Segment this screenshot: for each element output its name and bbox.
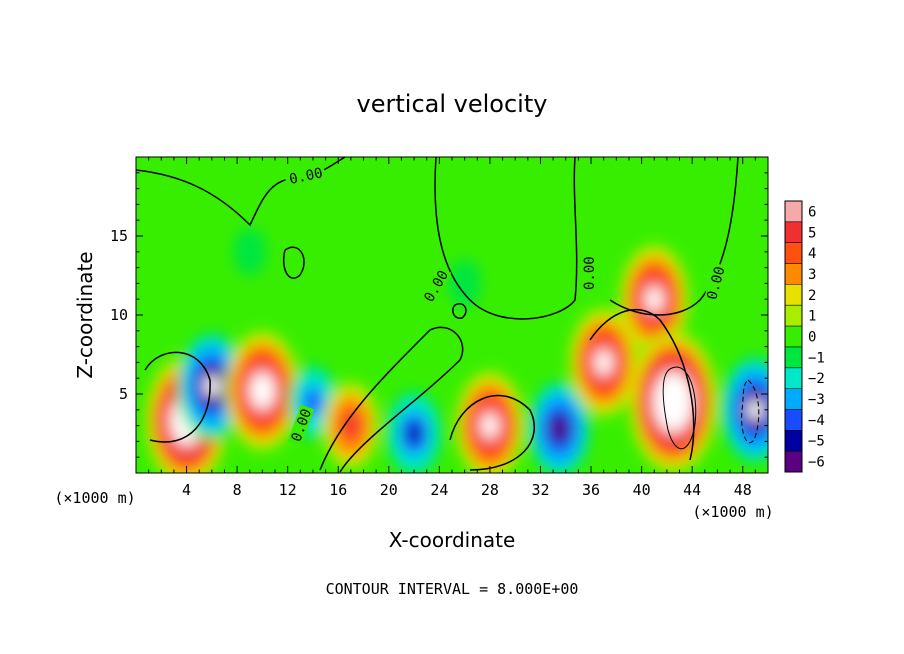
- contour-label-text: 0.00: [288, 165, 324, 188]
- x-tick-label: 36: [582, 481, 600, 499]
- field-blob: [551, 418, 568, 440]
- x-tick-label: 44: [683, 481, 701, 499]
- colorbar-label: 3: [808, 267, 816, 283]
- colorbar-swatch: [785, 326, 802, 348]
- zero-contour-line: [589, 309, 695, 461]
- zero-contour-line: [609, 157, 739, 316]
- colorbar-swatch: [785, 388, 802, 410]
- contour-label: 0.00: [582, 254, 598, 294]
- x-tick-label: 20: [380, 481, 398, 499]
- field-blob: [646, 288, 663, 310]
- colorbar-swatch: [785, 284, 802, 306]
- field-blob: [241, 241, 259, 263]
- colorbar-label: 4: [808, 246, 816, 262]
- colorbar-swatch: [785, 242, 802, 265]
- zero-contour-line: [319, 326, 464, 473]
- colorbar-label: 5: [808, 225, 816, 241]
- field-blob: [304, 391, 322, 413]
- y-tick-label: 15: [110, 227, 128, 245]
- colorbar-label: −3: [808, 392, 825, 408]
- contour-label-text: 0.00: [582, 256, 598, 290]
- field-blob: [456, 272, 473, 295]
- colorbar-swatch: [785, 430, 802, 452]
- positive-contours: [662, 366, 697, 450]
- x-unit-right: (×1000 m): [692, 503, 773, 521]
- colorbar-label: −2: [808, 371, 825, 387]
- colorbar-swatch: [785, 305, 802, 327]
- field-blob: [595, 352, 612, 373]
- chart-title: vertical velocity: [357, 90, 548, 118]
- colorbar-label: 0: [808, 330, 816, 346]
- x-tick-label: 12: [279, 481, 297, 499]
- plot-area: 0.00 0.00 0.00 0.00 0.00 4 8 12 16 20 24 28 32 3…: [110, 156, 769, 499]
- contour-label: 0.00: [284, 164, 327, 188]
- zero-contour-line: [283, 246, 305, 279]
- colorbar-label: −1: [808, 350, 825, 366]
- colorbar-swatch: [785, 409, 802, 431]
- colorbar-swatch: [785, 263, 802, 285]
- x-unit-left: (×1000 m): [54, 489, 135, 507]
- colorbar-swatch: [785, 346, 802, 369]
- velocity-field: [145, 227, 768, 473]
- negative-contours: [741, 379, 760, 443]
- field-blob: [747, 399, 764, 421]
- x-axis-label: X-coordinate: [389, 528, 516, 552]
- x-tick-label: 24: [430, 481, 448, 499]
- contour-line-8: [662, 366, 697, 450]
- colorbar-frame: [784, 200, 803, 473]
- x-tick-label: 40: [633, 481, 651, 499]
- contour-line-minus-8: [741, 379, 760, 443]
- colorbar-label: −4: [808, 413, 825, 429]
- field-blob: [406, 422, 423, 445]
- y-axis-label: Z-coordinate: [73, 251, 97, 378]
- x-tick-label: 48: [734, 481, 752, 499]
- y-tick-label: 5: [119, 385, 128, 403]
- colorbar-swatch: [785, 221, 802, 244]
- zero-contour-line: [144, 351, 211, 443]
- x-tick-label: 4: [182, 481, 191, 499]
- zero-contour-line: [449, 394, 535, 471]
- colorbar-swatch: [785, 201, 802, 223]
- zero-contour-line: [434, 157, 578, 320]
- y-tick-label: 10: [110, 306, 128, 324]
- x-axis: 4 8 12 16 20 24 28 32 36 40 44 48: [148, 157, 756, 499]
- colorbar-label: −5: [808, 434, 825, 450]
- x-tick-label: 8: [233, 481, 242, 499]
- colorbar: 6 5 4 3 2 1 0 −1 −2 −3 −4 −5 −6: [784, 200, 825, 473]
- field-blob: [204, 375, 220, 397]
- colorbar-label: 1: [808, 309, 816, 325]
- colorbar-swatch: [785, 451, 802, 473]
- colorbar-swatch: [785, 367, 802, 390]
- colorbar-label: 2: [808, 288, 816, 304]
- contour-interval-footer: CONTOUR INTERVAL = 8.000E+00: [326, 580, 579, 598]
- field-blob: [482, 415, 498, 436]
- colorbar-label: 6: [808, 204, 816, 220]
- zero-contour-line: [452, 303, 467, 319]
- colorbar-label: −6: [808, 455, 825, 471]
- field-blob: [665, 391, 681, 412]
- y-axis: 5 10 15: [110, 172, 768, 458]
- x-tick-label: 16: [329, 481, 347, 499]
- field-blob: [342, 415, 359, 437]
- x-tick-label: 28: [481, 481, 499, 499]
- field-blob: [254, 380, 271, 402]
- x-tick-label: 32: [531, 481, 549, 499]
